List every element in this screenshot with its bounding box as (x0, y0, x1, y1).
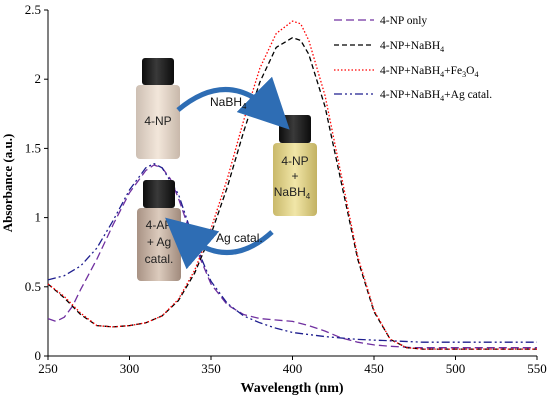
series-line-2 (47, 20, 537, 350)
arrow-ag-catal-label: Ag catal. (216, 231, 263, 245)
arrow-nabh4 (176, 76, 290, 130)
legend: 4-NP only 4-NP+NaBH4 4-NP+NaBH4+Fe3O4 4-… (334, 15, 492, 103)
vial-nabh4-glass (273, 143, 317, 216)
vial-4np-nabh4: 4-NP + NaBH4 (273, 115, 317, 216)
vial-4ap-label-2: + Ag (147, 235, 171, 249)
legend-label-4np: 4-NP only (380, 15, 427, 27)
vial-4np-label: 4-NP (144, 114, 171, 128)
x-tick-label: 350 (201, 361, 221, 376)
series-line-0 (47, 164, 537, 349)
y-tick-label: 2 (35, 71, 42, 86)
vial-nabh4-cap (279, 115, 311, 143)
x-tick-label: 250 (38, 361, 58, 376)
x-tick-label: 400 (283, 361, 303, 376)
y-tick-label: 0 (35, 348, 42, 363)
arrow-ag-catal (165, 217, 274, 270)
series-line-3 (47, 162, 537, 343)
x-tick-label: 550 (527, 361, 547, 376)
x-tick-label: 300 (120, 361, 140, 376)
y-axis-title: Absorbance (a.u.) (0, 134, 15, 233)
vial-nabh4-label-2: + (291, 169, 298, 183)
ticks: 250 300 350 400 450 500 550 0 0.5 1 1.5 2 2.5 (25, 2, 547, 376)
arrow-nabh4-label: NaBH4 (210, 95, 247, 111)
vial-4ap: 4-AP + Ag catal. (137, 180, 181, 281)
vial-4np: 4-NP (136, 58, 180, 159)
legend-label-ag: 4-NP+NaBH4+Ag catal. (380, 89, 492, 103)
x-tick-label: 500 (446, 361, 466, 376)
y-tick-label: 2.5 (25, 2, 41, 17)
legend-label-fe3o4: 4-NP+NaBH4+Fe3O4 (380, 65, 478, 79)
y-tick-label: 1.5 (25, 140, 41, 155)
vial-nabh4-label-3: NaBH4 (274, 185, 311, 201)
vial-4ap-label-3: catal. (145, 252, 174, 266)
inset-illustration: 4-NP 4-NP + NaBH4 4-AP + Ag catal. NaBH4… (136, 58, 317, 281)
vial-4ap-label-1: 4-AP (146, 218, 173, 232)
vial-4np-glass (136, 85, 180, 159)
x-tick-label: 450 (364, 361, 384, 376)
y-tick-label: 1 (35, 210, 42, 225)
x-axis-title: Wavelength (nm) (240, 381, 343, 396)
vial-4ap-cap (143, 180, 175, 208)
vial-4np-cap (142, 58, 174, 85)
vial-nabh4-label-1: 4-NP (281, 154, 308, 168)
y-tick-label: 0.5 (25, 279, 41, 294)
legend-label-4np-nabh4: 4-NP+NaBH4 (380, 40, 444, 54)
